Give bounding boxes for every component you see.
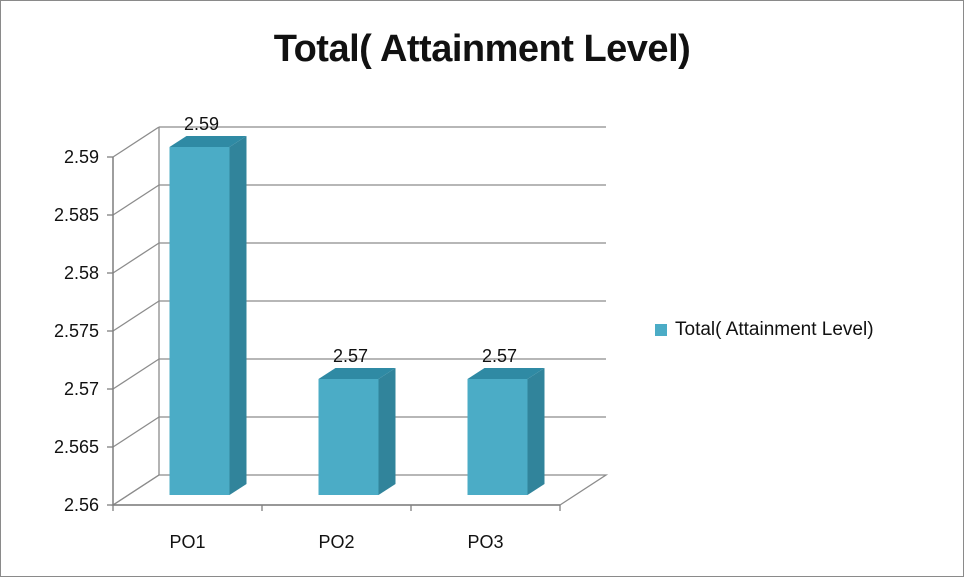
y-tick-label: 2.565 (54, 437, 99, 457)
data-label: 2.57 (333, 346, 368, 366)
x-tick-label: PO3 (467, 532, 503, 552)
bar-top-po3 (467, 368, 545, 379)
bar-side-po2 (378, 368, 396, 495)
x-tick-label: PO2 (318, 532, 354, 552)
data-label: 2.59 (184, 114, 219, 134)
gridline-side (112, 300, 160, 332)
x-axis: PO1 PO2 PO3 (112, 504, 561, 552)
bar-po3 (467, 379, 528, 495)
bar-po1 (169, 147, 230, 495)
bar-top-po1 (169, 136, 247, 147)
bar-side-po1 (229, 136, 247, 495)
gridline-side (112, 358, 160, 390)
legend-swatch (655, 324, 667, 336)
y-tick-label: 2.57 (64, 379, 99, 399)
y-tick-label: 2.59 (64, 147, 99, 167)
gridline-side (112, 242, 160, 274)
gridline-side (112, 184, 160, 216)
bar-side-po3 (527, 368, 545, 495)
data-labels: 2.59 2.57 2.57 (184, 114, 517, 366)
y-tick-label: 2.58 (64, 263, 99, 283)
legend-label: Total( Attainment Level) (675, 319, 874, 340)
y-tick-label: 2.585 (54, 205, 99, 225)
x-tick-label: PO1 (169, 532, 205, 552)
y-tick-label: 2.575 (54, 321, 99, 341)
bar-top-po2 (318, 368, 396, 379)
legend: Total( Attainment Level) (655, 319, 874, 341)
gridline-side (112, 416, 160, 448)
gridline-side (112, 126, 160, 158)
y-tick-label: 2.56 (64, 495, 99, 515)
y-axis: 2.56 2.565 2.57 2.575 2.58 2.585 2.59 (54, 147, 114, 515)
chart-title: Total( Attainment Level) (273, 28, 691, 70)
bar-po2 (318, 379, 379, 495)
bars (169, 136, 545, 495)
data-label: 2.57 (482, 346, 517, 366)
